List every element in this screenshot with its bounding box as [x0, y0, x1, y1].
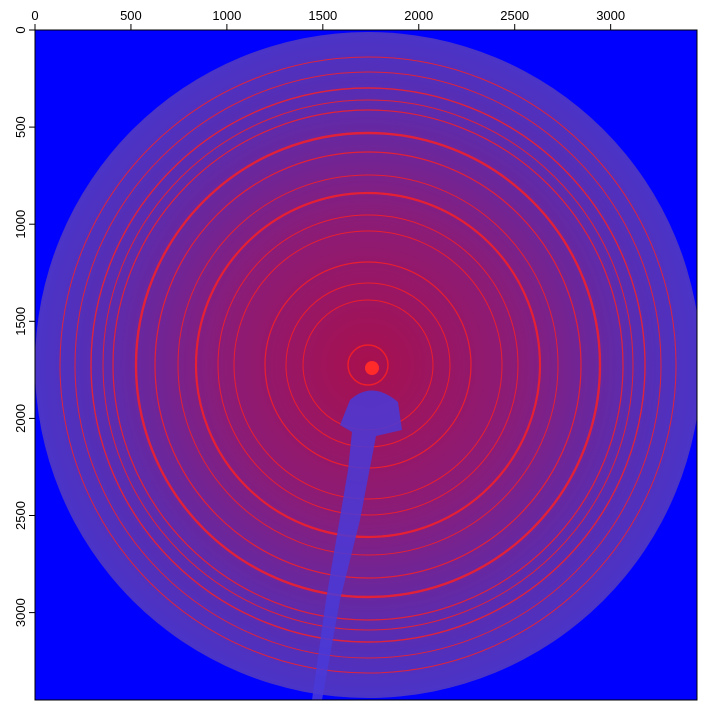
plot-frame	[34, 29, 698, 701]
y-tick-label: 2500	[13, 501, 28, 530]
y-tick-label: 500	[13, 116, 28, 138]
ring	[177, 174, 559, 556]
ring	[347, 344, 389, 386]
x-tick-label: 1500	[308, 8, 337, 23]
x-tick-label: 3000	[596, 8, 625, 23]
detector-image	[35, 30, 697, 700]
ring	[59, 56, 677, 674]
ring	[74, 71, 662, 659]
y-tick-label: 2000	[13, 404, 28, 433]
beam-center	[365, 361, 379, 375]
x-tick-label: 0	[31, 8, 38, 23]
ring	[217, 214, 519, 516]
ring	[90, 87, 646, 643]
ring	[112, 109, 624, 621]
y-tick-label: 1500	[13, 307, 28, 336]
axes: 0 500 1000 1500 2000 2500 3000 0 500 1000 1500 2000…	[13, 8, 625, 627]
y-tick-label: 1000	[13, 210, 28, 239]
ring	[154, 151, 582, 579]
ring	[134, 131, 602, 599]
x-tick-label: 500	[120, 8, 142, 23]
y-tick-label: 3000	[13, 598, 28, 627]
x-tick-label: 2000	[404, 8, 433, 23]
beam-stop	[312, 390, 402, 700]
y-tick-label: 0	[13, 26, 28, 33]
ring	[194, 191, 542, 539]
x-tick-label: 1000	[212, 8, 241, 23]
ring	[233, 230, 503, 500]
ring	[102, 99, 634, 631]
x-tick-label: 2500	[500, 8, 529, 23]
diffraction-rings	[59, 56, 677, 674]
